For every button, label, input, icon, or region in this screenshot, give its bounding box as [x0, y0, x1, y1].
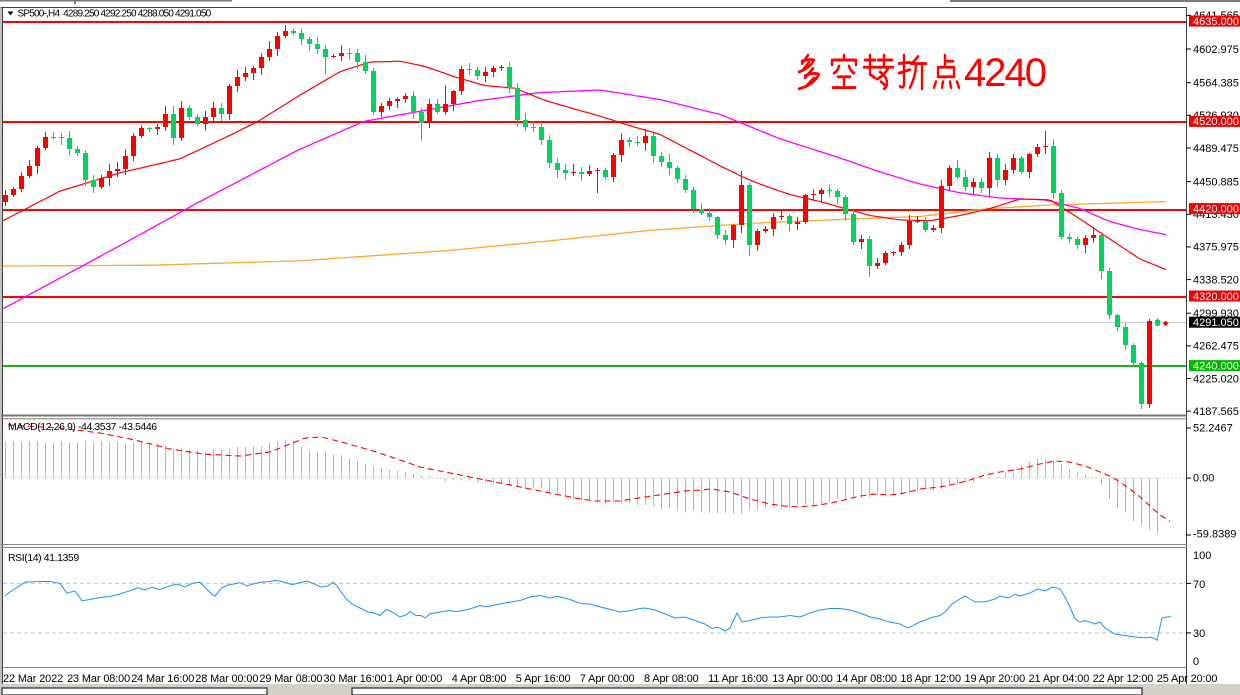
svg-text:23 Mar 08:00: 23 Mar 08:00: [67, 673, 130, 685]
svg-text:5 Apr 16:00: 5 Apr 16:00: [516, 673, 571, 685]
svg-text:4225.020: 4225.020: [1193, 373, 1239, 385]
svg-text:4338.520: 4338.520: [1193, 274, 1239, 286]
svg-text:4262.475: 4262.475: [1193, 341, 1239, 353]
svg-text:4450.885: 4450.885: [1193, 176, 1239, 188]
svg-text:25 Apr 20:00: 25 Apr 20:00: [1157, 673, 1218, 685]
svg-text:4602.975: 4602.975: [1193, 44, 1239, 56]
svg-text:4489.475: 4489.475: [1193, 143, 1239, 155]
svg-text:4 Apr 08:00: 4 Apr 08:00: [452, 673, 507, 685]
svg-text:4375.975: 4375.975: [1193, 242, 1239, 254]
svg-text:-59.8389: -59.8389: [1193, 529, 1236, 541]
svg-text:4564.385: 4564.385: [1193, 78, 1239, 90]
svg-text:19 Apr 20:00: 19 Apr 20:00: [965, 673, 1026, 685]
svg-text:MACD(12,26,9) -44.3537 -43.544: MACD(12,26,9) -44.3537 -43.5446: [8, 421, 157, 433]
svg-text:18 Apr 12:00: 18 Apr 12:00: [900, 673, 961, 685]
svg-text:14 Apr 08:00: 14 Apr 08:00: [836, 673, 897, 685]
svg-text:52.2467: 52.2467: [1193, 423, 1233, 435]
svg-text:RSI(14) 41.1359: RSI(14) 41.1359: [8, 552, 79, 564]
svg-text:4635.000: 4635.000: [1193, 16, 1239, 28]
svg-text:4240: 4240: [964, 51, 1046, 95]
svg-text:4291.050: 4291.050: [1193, 317, 1239, 329]
svg-text:4420.000: 4420.000: [1193, 203, 1239, 215]
svg-text:28 Mar 00:00: 28 Mar 00:00: [195, 673, 258, 685]
svg-text:4240.000: 4240.000: [1193, 360, 1239, 372]
svg-text:22 Apr 12:00: 22 Apr 12:00: [1093, 673, 1154, 685]
svg-text:30 Mar 16:00: 30 Mar 16:00: [324, 673, 387, 685]
svg-text:7 Apr 00:00: 7 Apr 00:00: [580, 673, 635, 685]
svg-text:70: 70: [1193, 579, 1205, 591]
svg-text:0.00: 0.00: [1193, 473, 1214, 485]
svg-text:4187.565: 4187.565: [1193, 406, 1239, 418]
svg-text:30: 30: [1193, 628, 1205, 640]
svg-text:11 Apr 16:00: 11 Apr 16:00: [708, 673, 768, 685]
svg-text:13 Apr 00:00: 13 Apr 00:00: [772, 673, 833, 685]
svg-text:29 Mar 08:00: 29 Mar 08:00: [259, 673, 322, 685]
svg-text:21 Apr 04:00: 21 Apr 04:00: [1029, 673, 1090, 685]
svg-text:8 Apr 08:00: 8 Apr 08:00: [644, 673, 699, 685]
svg-text:0: 0: [1193, 656, 1199, 668]
svg-text:4320.000: 4320.000: [1193, 291, 1239, 303]
svg-text:SP500-,H4 4289.250 4292.250 4: SP500-,H4 4289.250 4292.250 4288.050 429…: [18, 9, 212, 20]
svg-text:100: 100: [1193, 550, 1211, 562]
svg-text:1 Apr 00:00: 1 Apr 00:00: [388, 673, 443, 685]
svg-text:24 Mar 16:00: 24 Mar 16:00: [131, 673, 194, 685]
svg-text:4520.000: 4520.000: [1193, 116, 1239, 128]
svg-text:22 Mar 2022: 22 Mar 2022: [3, 673, 63, 685]
